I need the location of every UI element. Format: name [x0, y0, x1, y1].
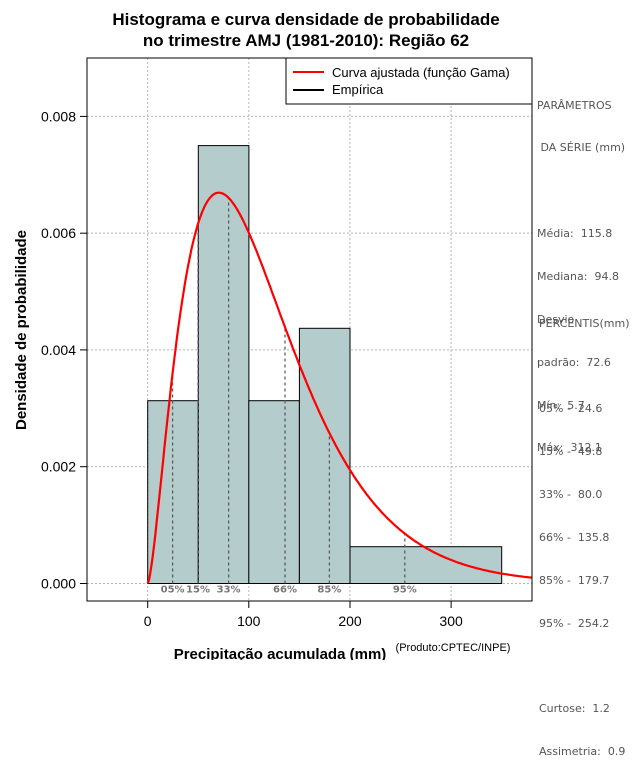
legend-box	[285, 57, 533, 105]
percentile-label-0: 05%	[161, 585, 185, 596]
credit-text: (Produto:CPTEC/INPE)	[396, 642, 511, 654]
percentile-66: 66% - 135.8	[539, 530, 610, 544]
param-stddev: padrão: 72.6	[537, 355, 611, 369]
histogram-bars	[147, 145, 503, 585]
series-parameters: PARÂMETROS DA SÉRIE (mm) Média: 115.8 Me…	[537, 70, 625, 470]
y-tick-label-0: 0.000	[41, 576, 76, 592]
legend-label-fitted: Curva ajustada (função Gama)	[332, 65, 510, 80]
histogram-bar-1	[197, 145, 250, 584]
y-tick-label-2: 0.004	[41, 342, 76, 358]
params-title-2: DA SÉRIE (mm)	[537, 141, 626, 155]
percentile-lines: 05% 15% 33% 66% 85% 95%	[161, 197, 417, 596]
histogram-bar-2	[248, 400, 300, 585]
percentile-85: 85% - 179.7	[539, 573, 610, 587]
percentile-05: 05% - 24.6	[539, 402, 603, 416]
legend: Curva ajustada (função Gama) Empírica	[285, 57, 533, 105]
params-title-1: PARÂMETROS	[537, 98, 612, 112]
param-min: Mín: 5.7	[537, 398, 585, 412]
x-axis: 0 100 200 300	[144, 601, 463, 629]
percentile-label-2: 33%	[217, 585, 241, 596]
y-tick-label-4: 0.008	[41, 108, 76, 124]
histogram-chart: Histograma e curva densidade de probabil…	[13, 10, 533, 660]
param-max: Máx: 312.1	[537, 441, 602, 455]
percentile-label-1: 15%	[186, 585, 210, 596]
percentile-label-5: 95%	[393, 585, 417, 596]
y-tick-label-3: 0.006	[41, 225, 76, 241]
param-mean: Média: 115.8	[537, 226, 613, 240]
y-tick-label-1: 0.002	[41, 459, 76, 475]
param-stddev-label: Desvio	[537, 312, 575, 326]
histogram-bar-4	[349, 546, 503, 585]
y-axis: 0.000 0.002 0.004 0.006 0.008	[41, 108, 87, 592]
percentile-label-4: 85%	[317, 585, 341, 596]
x-tick-label-0: 0	[144, 613, 152, 629]
percentile-label-3: 66%	[273, 585, 297, 596]
gamma-curve-line	[146, 191, 533, 584]
skewness: Assimetria: 0.9	[539, 744, 626, 758]
kurtosis: Curtose: 1.2	[539, 702, 610, 716]
x-tick-label-2: 200	[338, 613, 362, 629]
gamma-curve	[146, 191, 533, 584]
x-tick-label-1: 100	[237, 613, 261, 629]
x-tick-label-3: 300	[439, 613, 463, 629]
percentiles-title: PERCENTIS(mm)	[539, 316, 630, 330]
percentile-15: 15% - 49.8	[539, 444, 603, 458]
x-axis-label: Precipitação acumulada (mm)	[174, 646, 387, 660]
legend-label-empirical: Empírica	[332, 82, 384, 97]
percentiles-panel: PERCENTIS(mm) 05% - 24.6 15% - 49.8 33% …	[539, 288, 630, 774]
chart-title-line1: Histograma e curva densidade de probabil…	[112, 10, 499, 29]
chart-title: Histograma e curva densidade de probabil…	[112, 10, 499, 50]
chart-title-line2: no trimestre AMJ (1981-2010): Região 62	[143, 31, 469, 50]
param-median: Mediana: 94.8	[537, 269, 619, 283]
y-axis-label: Densidade de probabilidade	[13, 230, 30, 430]
percentile-33: 33% - 80.0	[539, 487, 603, 501]
percentile-95: 95% - 254.2	[539, 616, 610, 630]
